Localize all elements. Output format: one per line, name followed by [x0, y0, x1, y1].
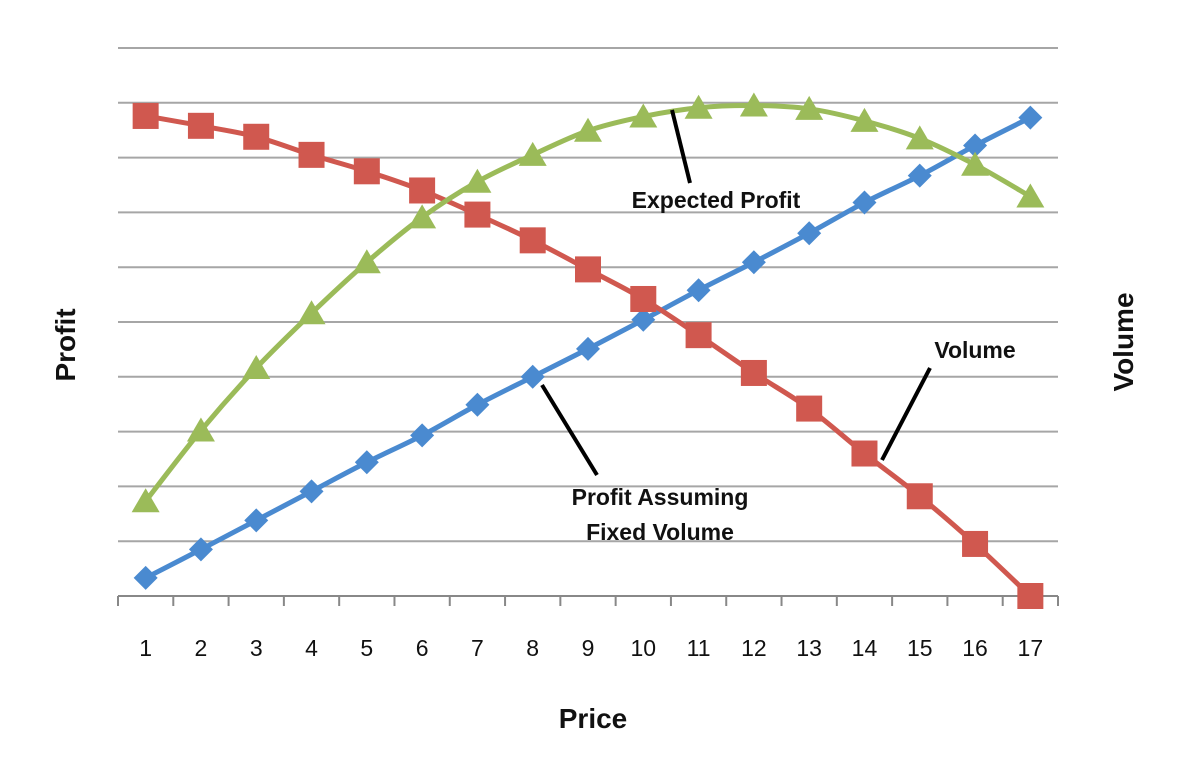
data-point-triangle	[961, 151, 990, 176]
x-tick-label: 17	[1018, 635, 1044, 661]
data-point-diamond	[410, 423, 435, 448]
data-point-triangle	[629, 103, 658, 128]
fixed-volume-annotation-line1: Profit Assuming	[572, 484, 749, 510]
data-point-square	[353, 158, 380, 185]
data-point-diamond	[1018, 105, 1043, 130]
data-point-square	[851, 440, 878, 467]
x-tick-label: 7	[471, 635, 484, 661]
data-point-square	[1017, 583, 1044, 609]
series-line	[143, 103, 1032, 503]
fixed-volume-annotation-line2: Fixed Volume	[586, 519, 734, 545]
series-expected-profit	[131, 92, 1045, 513]
x-tick-label: 9	[582, 635, 595, 661]
data-point-diamond	[963, 133, 988, 158]
data-point-triangle	[131, 488, 160, 513]
x-tick-label: 5	[360, 635, 373, 661]
data-point-diamond	[520, 364, 545, 389]
x-tick-label: 16	[962, 635, 988, 661]
x-axis: 1 2 3 4 5 6 7 8 9 10 11 12 13 14 15 16 17	[117, 595, 1059, 661]
data-point-square	[243, 123, 270, 150]
data-point-triangle	[905, 125, 934, 150]
x-tick-label: 1	[139, 635, 152, 661]
data-point-square	[409, 177, 436, 204]
x-tick-label: 6	[416, 635, 429, 661]
data-point-triangle	[850, 107, 879, 132]
y-axis-title: Profit	[50, 308, 81, 381]
annotations: Expected Profit Volume Profit Assuming F…	[540, 109, 1016, 545]
x-tick-label: 13	[796, 635, 822, 661]
fixed-volume-leader-line	[540, 383, 599, 477]
data-point-triangle	[297, 300, 326, 325]
data-point-diamond	[631, 307, 656, 332]
data-point-diamond	[907, 163, 932, 188]
x-tick-label: 10	[630, 635, 656, 661]
data-point-square	[630, 285, 657, 312]
data-point-diamond	[576, 336, 600, 361]
data-point-triangle	[574, 117, 602, 142]
data-point-triangle	[186, 417, 215, 442]
data-point-diamond	[244, 508, 269, 533]
data-point-square	[906, 483, 933, 510]
data-point-triangle	[684, 94, 713, 119]
data-point-diamond	[188, 537, 213, 562]
series-layer	[131, 92, 1045, 609]
data-point-triangle	[518, 141, 547, 166]
data-point-square	[740, 359, 767, 386]
data-point-diamond	[797, 221, 822, 246]
data-point-square	[132, 102, 159, 129]
data-point-triangle	[242, 355, 271, 380]
expected-profit-leader-line	[670, 109, 692, 184]
data-point-triangle	[795, 95, 824, 120]
x-tick-label: 2	[195, 635, 208, 661]
series-profit-assuming-fixed-volume	[132, 102, 1044, 609]
data-point-triangle	[739, 92, 768, 117]
data-point-square	[298, 141, 325, 168]
x-tick-label: 11	[687, 635, 711, 661]
x-tick-label: 4	[305, 635, 318, 661]
data-point-diamond	[133, 565, 158, 590]
x-axis-title: Price	[559, 703, 628, 734]
volume-leader-line	[880, 367, 932, 461]
data-point-triangle	[463, 168, 492, 193]
x-tick-label: 12	[741, 635, 767, 661]
data-point-triangle	[408, 204, 437, 229]
data-point-square	[464, 201, 491, 228]
data-point-diamond	[852, 190, 877, 215]
data-point-diamond	[465, 392, 490, 417]
x-tick-label: 3	[250, 635, 263, 661]
x-tick-label: 14	[852, 635, 878, 661]
x-tick-label: 15	[907, 635, 933, 661]
data-point-triangle	[1016, 183, 1045, 208]
expected-profit-annotation: Expected Profit	[632, 187, 801, 213]
x-tick-label: 8	[526, 635, 539, 661]
data-point-triangle	[352, 249, 381, 274]
data-point-square	[575, 256, 601, 283]
data-point-diamond	[299, 479, 324, 504]
volume-annotation: Volume	[934, 337, 1015, 363]
data-point-square	[519, 227, 546, 254]
series-volume	[133, 105, 1043, 590]
data-point-square	[962, 530, 989, 557]
data-point-square	[685, 322, 712, 349]
data-point-diamond	[741, 250, 766, 275]
data-point-square	[187, 112, 214, 139]
y2-axis-title: Volume	[1108, 292, 1139, 391]
data-point-square	[796, 395, 823, 422]
data-point-diamond	[354, 450, 379, 475]
data-point-diamond	[686, 278, 711, 303]
